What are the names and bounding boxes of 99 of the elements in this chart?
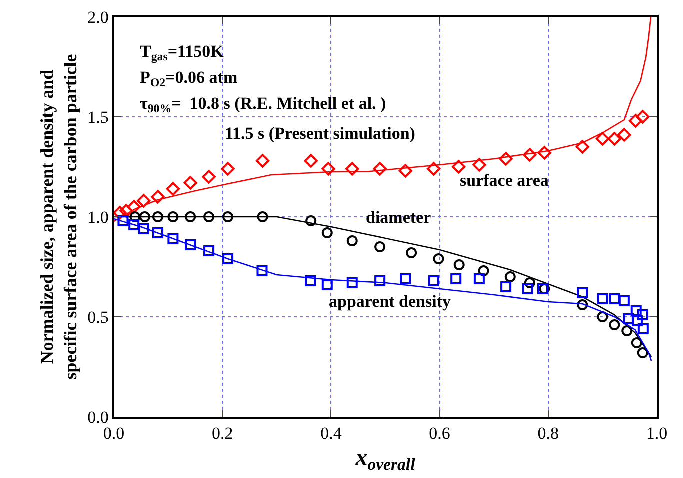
point — [204, 212, 215, 222]
x-tick-label: 0.4 — [320, 424, 342, 444]
point — [638, 324, 649, 334]
annotation: apparent density — [329, 292, 452, 311]
point — [322, 280, 333, 290]
point — [152, 228, 164, 238]
point — [306, 216, 317, 226]
x-tick-label: 0.0 — [103, 424, 125, 444]
point — [576, 140, 590, 154]
point — [637, 348, 648, 358]
point — [597, 294, 608, 304]
point — [114, 206, 127, 220]
y-tick-label: 0.5 — [88, 308, 109, 327]
annotation: diameter — [366, 208, 432, 227]
point — [168, 212, 179, 222]
point — [609, 320, 620, 330]
point — [433, 254, 444, 264]
point — [222, 212, 234, 222]
point — [428, 276, 440, 286]
point — [524, 278, 536, 288]
x-tick-label: 1.0 — [646, 424, 668, 444]
point — [597, 312, 608, 322]
point — [609, 294, 620, 304]
point — [631, 338, 642, 348]
point — [636, 110, 650, 124]
point — [400, 274, 412, 284]
annotation: 11.5 s (Present simulation) — [225, 124, 416, 143]
line-series — [114, 17, 652, 222]
point — [128, 220, 140, 230]
point — [426, 162, 441, 176]
annotation: T$_{gas}$=1150K — [140, 42, 225, 64]
point — [185, 212, 196, 222]
point — [628, 114, 643, 128]
point — [596, 132, 610, 146]
point — [630, 306, 642, 316]
point — [373, 162, 387, 176]
point — [257, 212, 268, 222]
point — [577, 300, 588, 310]
point — [130, 212, 141, 222]
annotation: surface area — [460, 171, 550, 190]
point — [322, 162, 336, 176]
point — [222, 254, 234, 264]
point — [523, 148, 537, 162]
point — [454, 260, 465, 270]
point — [204, 246, 215, 256]
point — [374, 276, 386, 286]
point — [452, 160, 466, 174]
point — [346, 278, 358, 288]
point — [500, 282, 512, 292]
point — [474, 274, 485, 284]
point — [151, 190, 165, 204]
point — [137, 194, 151, 208]
point — [346, 236, 358, 246]
y-tick-label: 1.0 — [88, 208, 109, 227]
point — [138, 224, 150, 234]
point — [618, 128, 632, 142]
point — [450, 274, 462, 284]
point — [522, 284, 534, 294]
point — [305, 276, 316, 286]
point — [608, 132, 622, 146]
point — [221, 162, 235, 176]
x-tick-label: 0.2 — [212, 424, 234, 444]
point — [499, 152, 513, 166]
point — [374, 242, 386, 252]
point — [256, 154, 270, 168]
point — [139, 212, 150, 222]
point — [346, 162, 360, 176]
point — [538, 146, 552, 160]
point — [202, 170, 216, 184]
x-tick-label: 0.8 — [538, 424, 560, 444]
point — [577, 288, 588, 298]
point — [152, 212, 164, 222]
x-axis-title: x$_{overall}$ — [354, 444, 416, 474]
annotation: τ$_{90%}$= 10.8 s (R.E. Mitchell et al. ) — [140, 94, 386, 116]
point — [478, 266, 490, 276]
point — [504, 272, 516, 282]
point — [406, 248, 418, 258]
point — [184, 176, 198, 190]
y-axis-title: Normalized size, apparent density and specific surface area of the carbon particle — [36, 54, 80, 380]
point — [120, 204, 134, 218]
point — [168, 234, 179, 244]
y-tick-label: 0.0 — [88, 408, 109, 427]
point — [398, 164, 412, 178]
point — [127, 200, 141, 214]
x-tick-label: 0.6 — [429, 424, 450, 444]
point — [472, 158, 486, 172]
annotation: P$_{O2}$=0.06 atm — [140, 68, 238, 90]
point — [256, 266, 268, 276]
point — [322, 228, 333, 238]
y-tick-label: 2.0 — [88, 8, 109, 27]
point — [118, 216, 129, 226]
point — [304, 154, 318, 168]
y-tick-label: 1.5 — [88, 108, 109, 127]
point — [166, 182, 180, 196]
point — [637, 310, 648, 320]
point — [623, 314, 634, 324]
point — [618, 296, 630, 306]
point — [185, 240, 196, 250]
point — [622, 326, 633, 336]
